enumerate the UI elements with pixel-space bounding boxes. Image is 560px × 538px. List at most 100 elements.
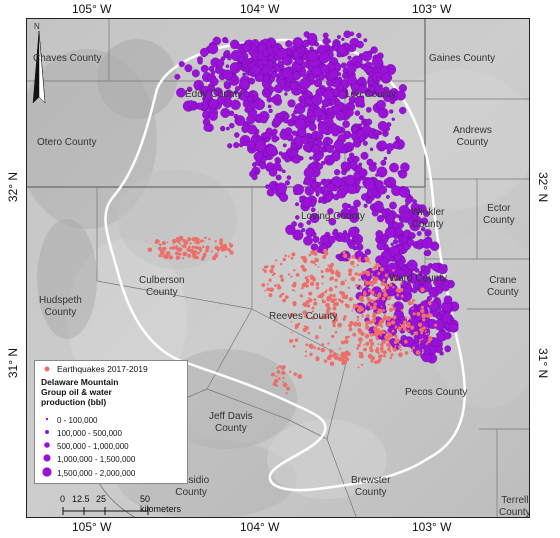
earthquake-symbol [378, 358, 382, 362]
county-culberson: Culberson County [139, 275, 185, 298]
earthquake-symbol [159, 244, 162, 246]
earthquake-symbol [359, 341, 362, 344]
production-well-symbol [238, 142, 244, 148]
production-well-symbol [407, 217, 417, 227]
earthquake-symbol [290, 321, 293, 323]
earthquake-symbol [330, 270, 335, 275]
production-well-symbol [365, 106, 372, 113]
county-jeff-davis: Jeff Davis County [209, 411, 253, 434]
earthquake-symbol [347, 257, 351, 260]
production-well-symbol [378, 107, 389, 119]
production-well-symbol [274, 84, 284, 94]
earthquake-symbol [329, 286, 332, 289]
production-well-symbol [260, 115, 268, 124]
earthquake-symbol [320, 292, 325, 297]
production-well-symbol [345, 213, 351, 220]
production-well-symbol [264, 136, 270, 143]
production-well-symbol [385, 143, 395, 152]
production-well-symbol [348, 226, 359, 238]
earthquake-symbol [390, 320, 396, 325]
legend-class-4: 1,000,000 - 1,500,000 [41, 452, 135, 466]
production-well-symbol [216, 59, 225, 68]
production-well-symbol [328, 102, 333, 107]
production-well-symbol [301, 227, 306, 233]
earthquake-symbol [174, 252, 177, 255]
earthquake-symbol [340, 300, 344, 304]
earthquake-symbol [377, 271, 381, 275]
earthquake-symbol [370, 290, 375, 295]
earthquake-symbol [376, 297, 380, 300]
earthquake-symbol [214, 253, 218, 256]
earthquake-symbol [313, 301, 318, 306]
production-well-symbol [300, 136, 309, 144]
earthquake-symbol [271, 274, 274, 277]
production-well-symbol [436, 298, 442, 304]
earthquake-symbol [231, 252, 234, 255]
production-well-symbol [313, 107, 324, 118]
earthquake-symbol [317, 295, 321, 298]
production-well-symbol [290, 149, 299, 157]
production-well-symbol [308, 73, 315, 81]
production-well-symbol [361, 193, 369, 201]
earthquake-symbol [191, 237, 197, 242]
earthquake-symbol [358, 329, 363, 335]
production-well-symbol [358, 115, 364, 121]
production-well-symbol [326, 183, 335, 192]
production-well-symbol [333, 139, 345, 151]
earthquake-symbol [175, 245, 178, 249]
production-well-symbol [208, 98, 219, 109]
earthquake-symbol [293, 290, 296, 292]
production-well-symbol [303, 91, 307, 95]
production-well-symbol [385, 181, 393, 188]
production-well-symbol [318, 196, 324, 202]
earthquake-symbol [200, 239, 204, 243]
production-well-symbol [282, 143, 287, 148]
earthquake-symbol [375, 324, 379, 328]
earthquake-symbol [182, 244, 187, 249]
earthquake-symbol [361, 315, 364, 318]
earthquake-symbol [315, 335, 319, 338]
earthquake-symbol [400, 282, 403, 285]
earthquake-symbol [147, 247, 153, 253]
production-well-symbol [405, 272, 410, 278]
production-well-symbol [327, 208, 334, 215]
production-well-symbol [230, 62, 239, 72]
earthquake-symbol [300, 264, 305, 269]
earthquake-symbol [276, 370, 281, 374]
earthquake-symbol [189, 242, 192, 245]
production-well-symbol [330, 151, 341, 162]
earthquake-symbol [373, 302, 378, 306]
production-well-symbol [255, 169, 259, 174]
earthquake-symbol [380, 342, 384, 346]
production-well-symbol [358, 168, 368, 178]
earthquake-symbol [410, 350, 413, 352]
production-well-symbol [371, 56, 383, 68]
class-3-swatch [41, 439, 53, 453]
earthquake-symbol [169, 246, 173, 250]
earthquake-symbol [358, 272, 362, 277]
earthquake-symbol [368, 289, 372, 293]
production-well-symbol [358, 123, 363, 127]
production-well-symbol [308, 123, 317, 132]
earthquake-symbol [385, 338, 389, 342]
production-well-symbol [307, 50, 319, 62]
earthquake-symbol [263, 269, 267, 273]
production-well-symbol [275, 174, 282, 181]
production-well-symbol [399, 238, 404, 243]
earthquake-symbol [284, 295, 289, 299]
earthquake-symbol [331, 320, 336, 325]
production-well-symbol [392, 221, 400, 229]
earthquake-symbol [380, 325, 384, 328]
production-well-symbol [311, 144, 321, 154]
production-well-symbol [246, 114, 256, 125]
production-well-symbol [298, 53, 303, 58]
production-well-symbol [443, 332, 452, 340]
left-tick-31n: 31° N [6, 348, 20, 379]
earthquake-symbol [387, 303, 390, 306]
legend-class-3-label: 500,000 - 1,000,000 [57, 441, 129, 451]
county-terrell: Terrell County [499, 495, 530, 518]
earthquake-symbol [220, 244, 225, 249]
production-well-symbol [292, 229, 304, 241]
production-well-symbol [310, 243, 319, 251]
production-well-symbol [326, 112, 331, 117]
